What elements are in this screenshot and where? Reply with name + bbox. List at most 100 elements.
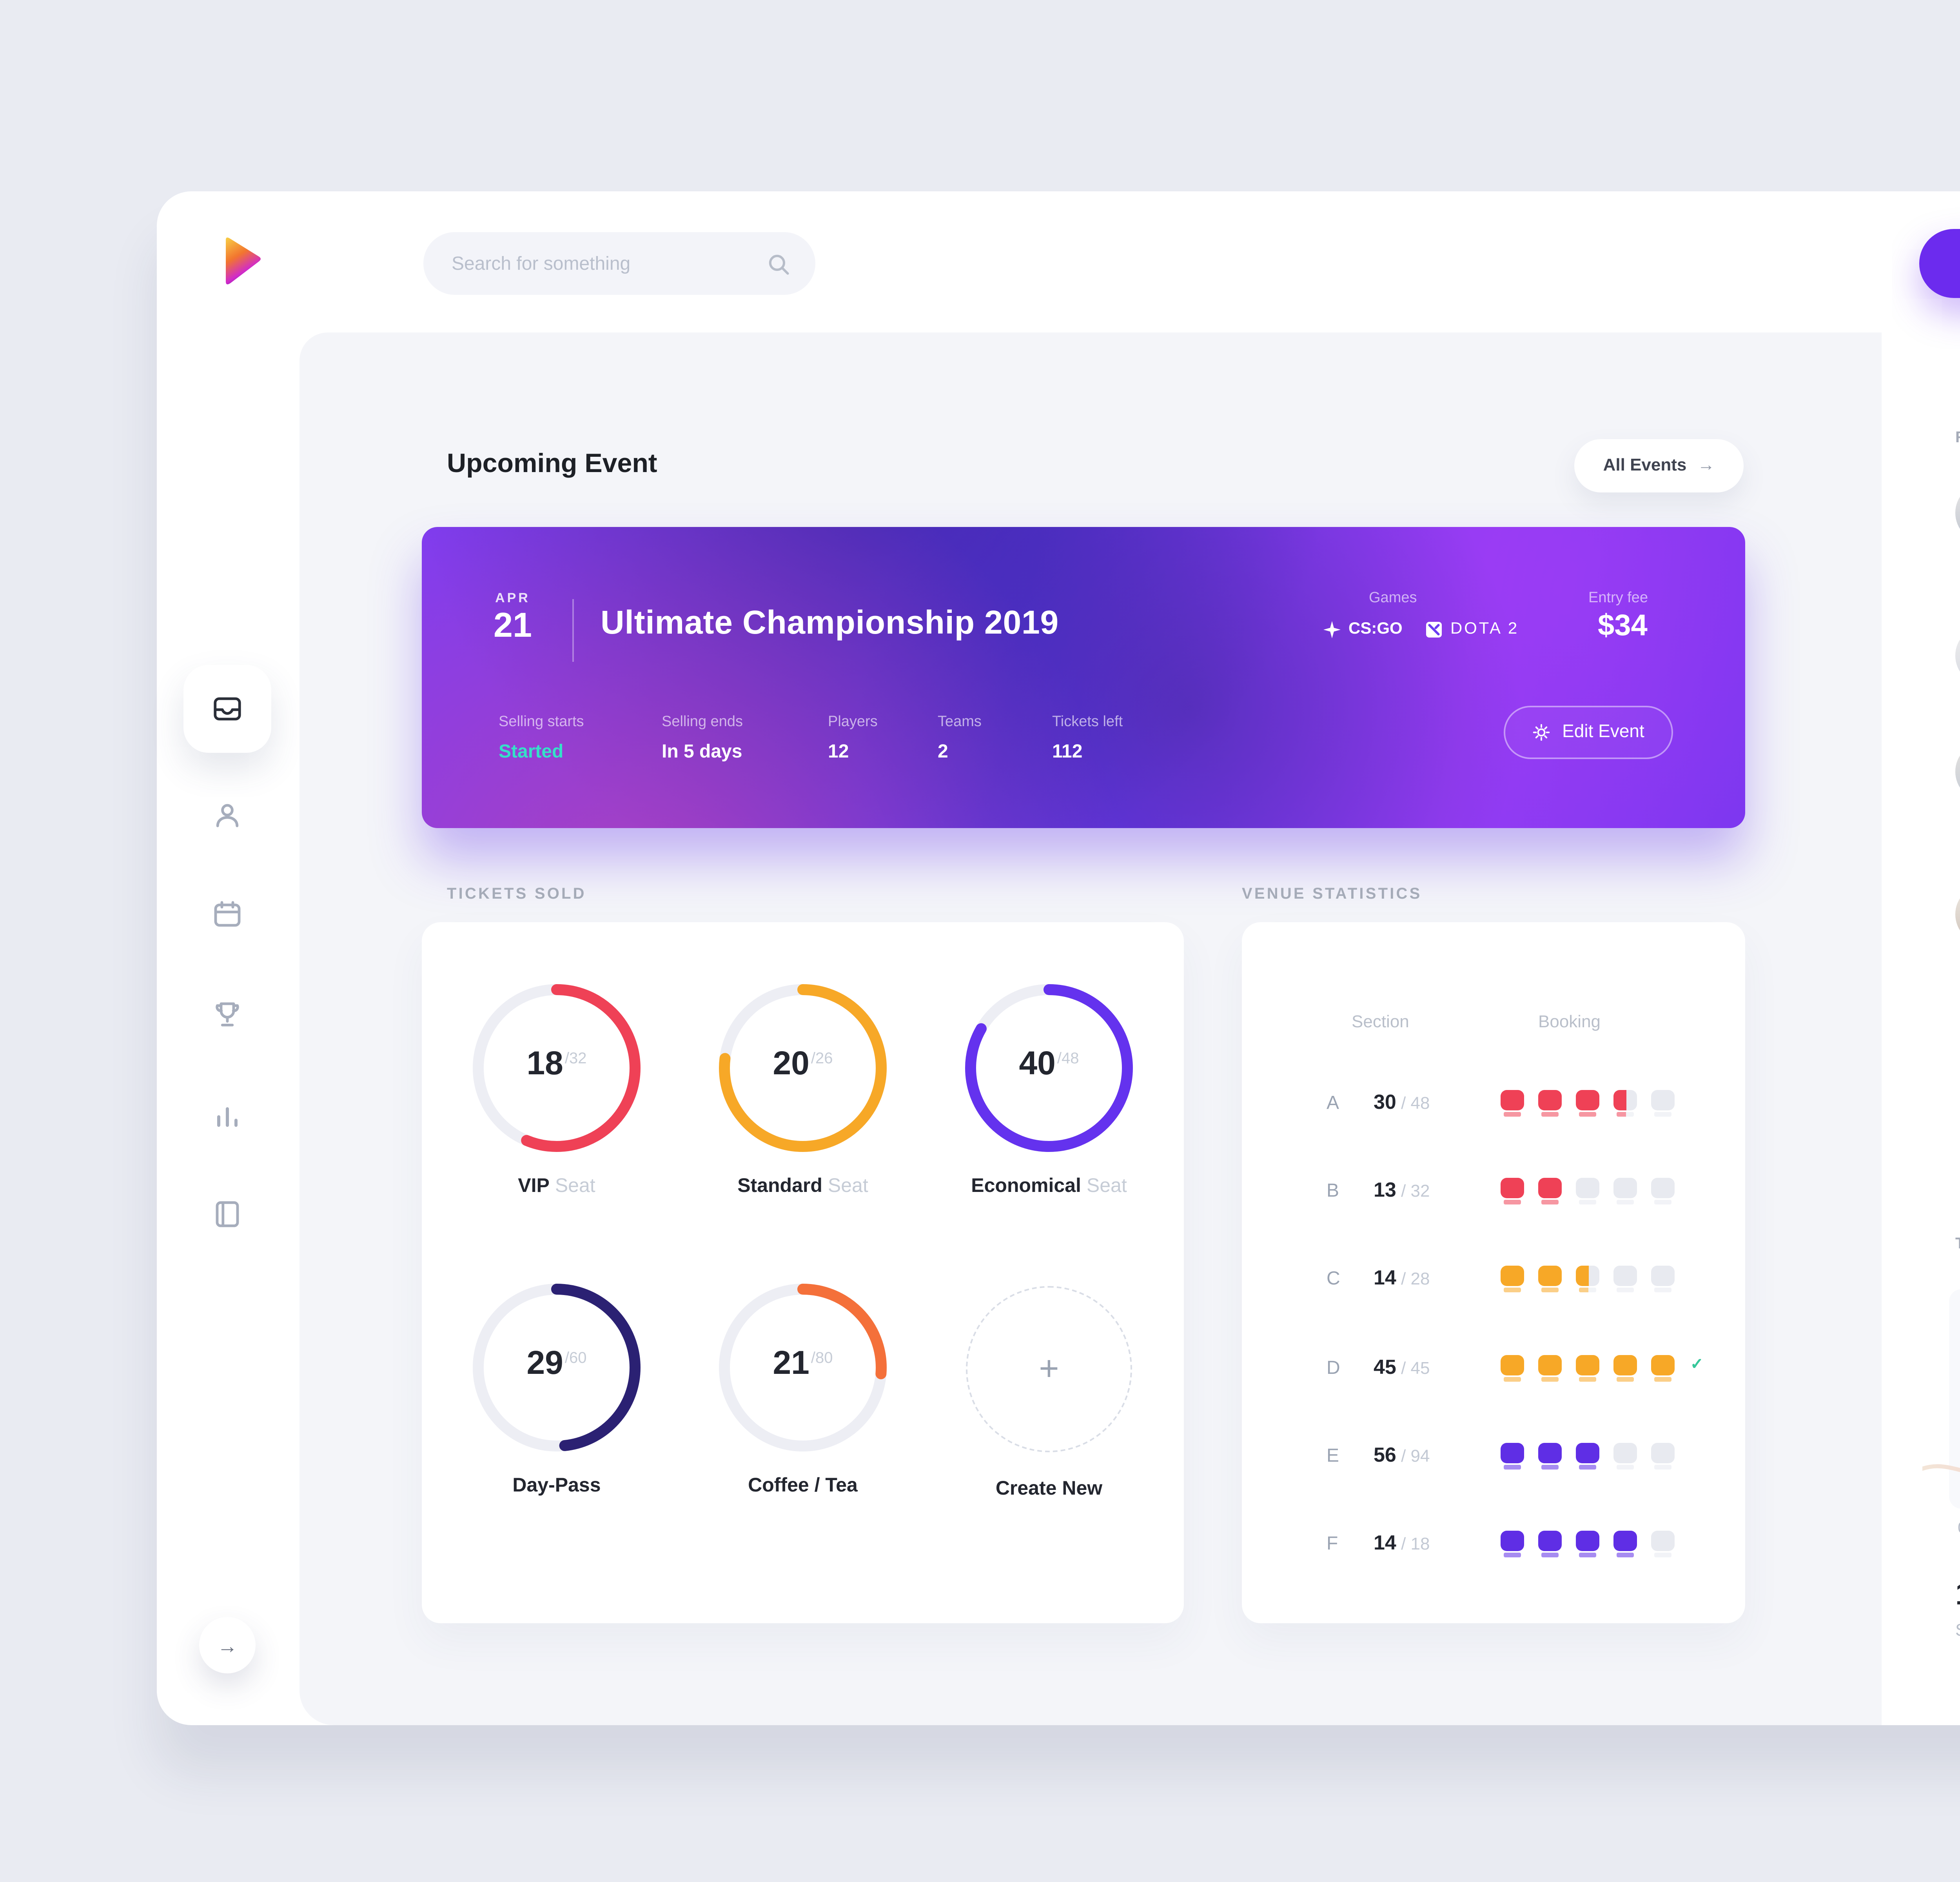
seat-icons [1501, 1178, 1675, 1204]
tickets-sold-title: TICKETS SOLD [447, 886, 586, 903]
arrow-right-icon: → [1697, 456, 1715, 475]
stat-teams: Teams 2 [938, 714, 982, 762]
event-month: APR [495, 590, 530, 605]
seat-icon-full [1501, 1443, 1524, 1469]
stat-players: Players 12 [828, 714, 878, 762]
bar-chart-icon [217, 1107, 238, 1127]
venue-row-a: A 30 / 48 [1242, 1085, 1745, 1123]
tickets-selling-title: TICKETS SELLING [1955, 1236, 1960, 1253]
seat-icon-full [1501, 1531, 1524, 1557]
sidebar-item-profile[interactable] [210, 798, 245, 833]
search-bar[interactable] [423, 232, 815, 295]
seat-icon-full [1501, 1178, 1524, 1204]
sidebar-expand-button[interactable]: → [199, 1617, 256, 1673]
venue-row-c: C 14 / 28 [1242, 1261, 1745, 1299]
donut-coffee-tea: 21/80 Coffee / Tea [696, 1277, 909, 1496]
inbox-icon [214, 697, 241, 721]
book-icon [216, 1201, 239, 1227]
seat-icons [1501, 1443, 1675, 1469]
venue-row-f: F 14 / 18 [1242, 1526, 1745, 1564]
tickets-selling-chart: +2 +1 +5 ✓ +4 → 06am 08am 09am 10am 11am [1922, 1289, 1960, 1546]
gear-icon [1533, 724, 1550, 741]
sidebar-item-tournaments[interactable] [210, 997, 245, 1032]
seat-icon-full [1538, 1531, 1562, 1557]
event-day: 21 [494, 605, 532, 645]
seat-icon-full [1501, 1266, 1524, 1292]
seat-icons [1501, 1090, 1675, 1116]
donut-day-pass: 29/60 Day-Pass [450, 1277, 663, 1496]
all-events-button[interactable]: All Events → [1574, 439, 1744, 492]
seat-icon-empty [1651, 1090, 1675, 1116]
seat-icon-full [1501, 1090, 1524, 1116]
stat-selling-ends: Selling ends In 5 days [662, 714, 743, 762]
create-new-ticket-tile[interactable]: + Create New [942, 1277, 1156, 1499]
entry-fee-value: $34 [1598, 610, 1648, 643]
csgo-icon [1323, 620, 1341, 638]
seat-icon-half [1576, 1266, 1599, 1292]
sidebar-item-events-active[interactable] [183, 665, 271, 753]
sidebar-item-library[interactable] [210, 1197, 245, 1231]
search-icon [769, 254, 789, 274]
games-label: Games [1369, 590, 1417, 607]
game-csgo-label: CS:GO [1348, 619, 1403, 638]
arrow-right-icon: → [217, 1633, 238, 1657]
tickets-sold-card: 18/32 VIP Seat 20/26 Standard Seat 40/48… [422, 922, 1184, 1623]
game-dota2: DOTA 2 [1425, 619, 1519, 638]
page-title: Upcoming Event [447, 449, 657, 478]
venue-row-d: D 45 / 45 ✓ [1327, 1355, 1704, 1381]
sidebar-item-calendar[interactable] [210, 897, 245, 932]
activity-list: Tom Ross has bought 3 Standard tickets o… [1955, 483, 1960, 1027]
seat-icon-full [1576, 1443, 1599, 1469]
create-new-button[interactable]: Create new [1919, 229, 1960, 298]
seat-icon-empty [1651, 1178, 1675, 1204]
divider [572, 599, 574, 662]
seat-icon-full [1651, 1355, 1675, 1381]
calendar-icon [214, 901, 241, 927]
venue-statistics-title: VENUE STATISTICS [1242, 886, 1422, 903]
app-logo-icon[interactable] [207, 231, 270, 293]
stat-tickets-left: Tickets left 112 [1052, 714, 1123, 762]
stat-selling-starts: Selling starts Started [499, 714, 584, 762]
plus-icon[interactable]: + [966, 1286, 1132, 1452]
seat-icon-full [1613, 1355, 1637, 1381]
edit-event-button[interactable]: Edit Event [1504, 706, 1673, 759]
seat-icon-empty [1651, 1443, 1675, 1469]
game-csgo: CS:GO [1323, 619, 1403, 638]
seat-icon-full [1538, 1266, 1562, 1292]
game-dota2-label: DOTA 2 [1450, 619, 1519, 638]
venue-row-e: E 56 / 94 [1242, 1438, 1745, 1476]
all-events-label: All Events [1603, 456, 1687, 475]
edit-event-label: Edit Event [1562, 723, 1644, 742]
donut-vip: 18/32 VIP Seat [450, 977, 663, 1197]
seat-icon-full [1538, 1443, 1562, 1469]
event-title: Ultimate Championship 2019 [601, 605, 1059, 641]
soldout-check-icon: ✓ [1690, 1357, 1704, 1374]
column-header-section: Section [1352, 1013, 1409, 1032]
seat-icon-half [1613, 1090, 1637, 1116]
seat-icon-empty [1613, 1266, 1637, 1292]
seat-icon-full [1538, 1178, 1562, 1204]
seat-icon-empty [1613, 1178, 1637, 1204]
seat-icon-full [1576, 1531, 1599, 1557]
seat-icons: ✓ [1501, 1355, 1704, 1381]
seat-icon-full [1538, 1090, 1562, 1116]
dota2-icon [1426, 621, 1442, 637]
avatar [1955, 742, 1960, 801]
activity-item: Julia Kolosova has bought 4 Standard tic… [1955, 885, 1960, 994]
seat-icons [1501, 1266, 1675, 1292]
entry-fee-label: Entry fee [1588, 590, 1648, 607]
recent-activity-title: RECENT ACTIVITY [1955, 430, 1960, 447]
seat-icon-full [1501, 1355, 1524, 1381]
tickets-sold-today-caption: Sold today [1955, 1622, 1960, 1640]
activity-item: Valentina Black has bought 1 VIP tickets… [1955, 626, 1960, 709]
activity-item: Tom Ross has bought 3 Standard tickets o… [1955, 483, 1960, 593]
venue-row-b: B 13 / 32 [1242, 1173, 1745, 1211]
avatar [1955, 626, 1960, 685]
seat-icon-empty [1651, 1266, 1675, 1292]
seat-icon-full [1576, 1090, 1599, 1116]
seat-icon-full [1613, 1531, 1637, 1557]
donut-economical: 40/48 Economical Seat [942, 977, 1156, 1197]
sidebar-item-statistics[interactable] [210, 1098, 245, 1132]
search-input[interactable] [448, 251, 767, 276]
